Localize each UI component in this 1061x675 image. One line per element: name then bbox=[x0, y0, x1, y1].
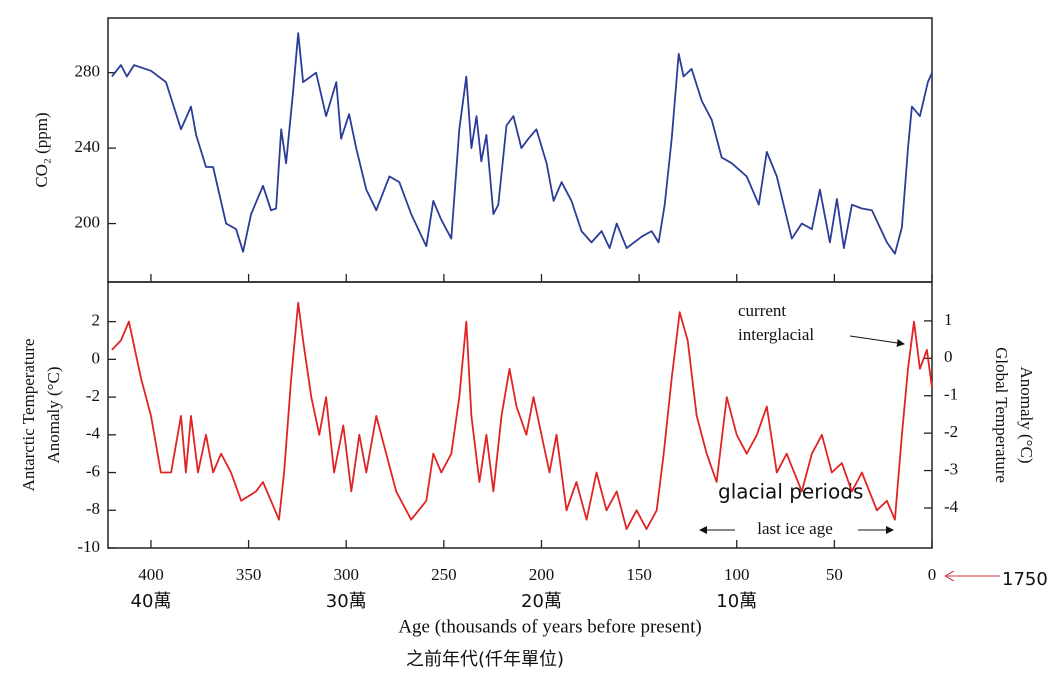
y-tick-label: -2 bbox=[86, 386, 100, 405]
y-tick-label: 0 bbox=[92, 348, 101, 367]
x-axis-label-zh: 之前年代(仟年單位) bbox=[406, 649, 564, 670]
x-tick-label: 300 bbox=[333, 565, 359, 584]
y2-axis-label: Anomaly (°C) bbox=[1017, 367, 1036, 464]
y-tick-label: -10 bbox=[77, 537, 100, 556]
x-tick-label-zh: 30萬 bbox=[326, 591, 367, 612]
x-tick-label: 200 bbox=[529, 565, 555, 584]
x-tick-label: 50 bbox=[826, 565, 843, 584]
annotation: 1750 bbox=[1002, 569, 1048, 590]
y2-axis-label: Global Temperature bbox=[992, 347, 1011, 483]
data-line bbox=[111, 32, 933, 255]
y-tick-label: 200 bbox=[75, 212, 101, 231]
x-tick-label: 250 bbox=[431, 565, 457, 584]
x-tick-label-zh: 40萬 bbox=[131, 591, 172, 612]
y-tick-label: 2 bbox=[92, 311, 101, 330]
y-tick-label: 240 bbox=[75, 137, 101, 156]
y-tick-label: -8 bbox=[86, 499, 100, 518]
y2-tick-label: 1 bbox=[944, 310, 953, 329]
y2-tick-label: -1 bbox=[944, 385, 958, 404]
x-axis-label: Age (thousands of years before present) bbox=[398, 616, 701, 637]
annotation: last ice age bbox=[757, 519, 833, 538]
x-tick-label: 0 bbox=[928, 565, 937, 584]
x-tick-label: 400 bbox=[138, 565, 164, 584]
y2-tick-label: -4 bbox=[944, 497, 959, 516]
x-tick-label: 150 bbox=[626, 565, 652, 584]
y-tick-label: -6 bbox=[86, 461, 100, 480]
y2-tick-label: -2 bbox=[944, 422, 958, 441]
x-tick-label-zh: 10萬 bbox=[716, 591, 757, 612]
y-tick-label: 280 bbox=[75, 62, 101, 81]
annotation: glacial periods bbox=[718, 480, 863, 504]
y-tick-label: -4 bbox=[86, 424, 101, 443]
annotation: interglacial bbox=[738, 325, 814, 344]
bottom-frame bbox=[107, 281, 933, 549]
arrow bbox=[849, 335, 905, 347]
annotation: current bbox=[738, 301, 786, 320]
y-axis-label: CO₂ (ppm) bbox=[32, 112, 51, 187]
y2-tick-label: -3 bbox=[944, 459, 958, 478]
data-line bbox=[111, 301, 933, 530]
x-tick-label-zh: 20萬 bbox=[521, 591, 562, 612]
x-tick-label: 350 bbox=[236, 565, 262, 584]
y-axis-label: Antarctic Temperature bbox=[19, 339, 38, 492]
top-frame bbox=[107, 17, 933, 283]
y-axis-label: Anomaly (°C) bbox=[44, 367, 63, 464]
y2-tick-label: 0 bbox=[944, 347, 953, 366]
x-tick-label: 100 bbox=[724, 565, 750, 584]
